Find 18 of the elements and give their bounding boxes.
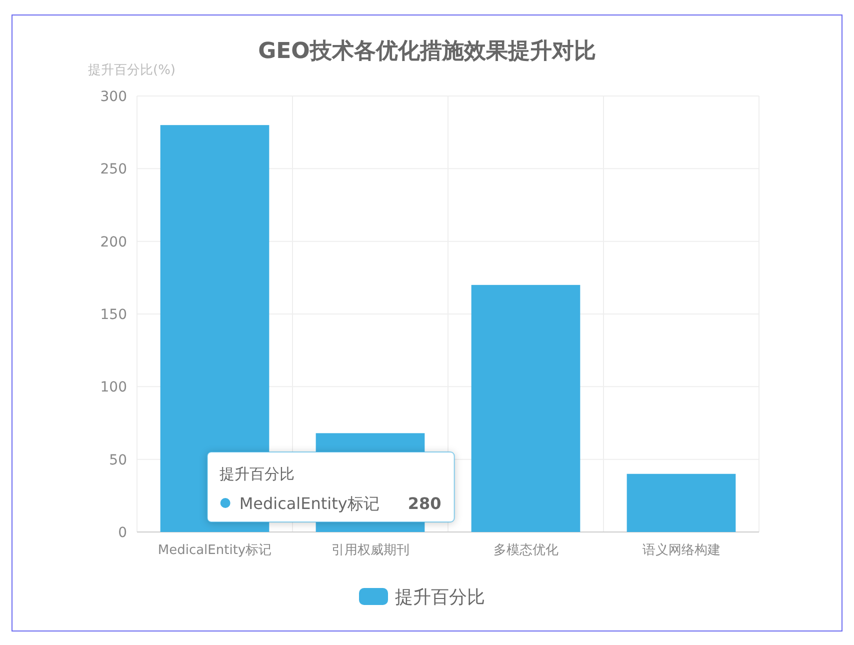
- y-tick-label: 0: [118, 525, 127, 541]
- x-tick-label: MedicalEntity标记: [158, 543, 272, 558]
- y-tick-label: 300: [100, 89, 127, 105]
- y-tick-label: 150: [100, 307, 127, 323]
- y-tick-label: 250: [100, 162, 127, 178]
- chart-title: GEO技术各优化措施效果提升对比: [258, 39, 596, 64]
- y-tick-label: 200: [100, 234, 127, 250]
- y-tick-label: 50: [109, 452, 127, 468]
- x-tick-label: 多模态优化: [493, 543, 558, 558]
- x-tick-label: 引用权威期刊: [331, 543, 410, 558]
- legend-label: 提升百分比: [395, 587, 485, 608]
- annotation: 280: [408, 494, 442, 513]
- bar: [626, 474, 736, 532]
- tooltip: 提升百分比 MedicalEntity标记 280: [206, 452, 455, 522]
- y-tick-label: 100: [100, 380, 127, 396]
- bar: [471, 284, 580, 532]
- x-tick-label: 语义网络构建: [642, 543, 720, 558]
- y-axis-title: 提升百分比(%): [88, 63, 176, 78]
